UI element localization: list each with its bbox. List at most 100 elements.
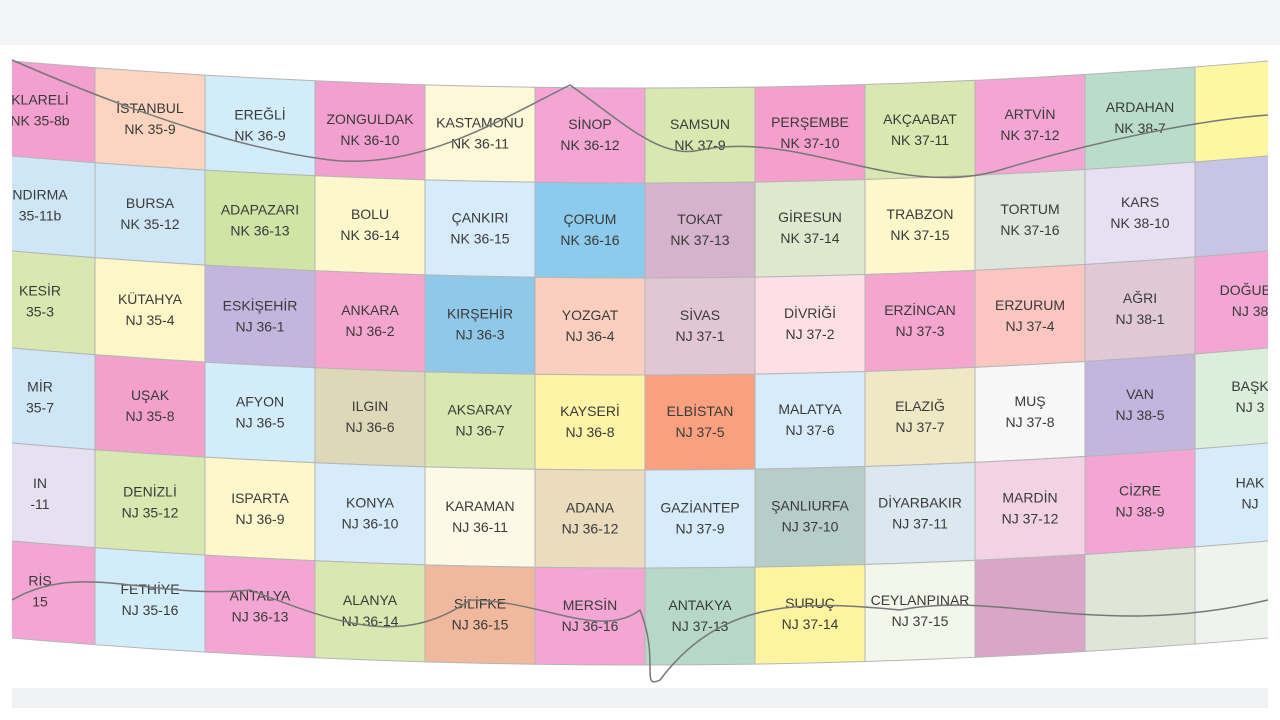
sheet-name: ERZURUM	[995, 297, 1065, 313]
map-sheet	[1084, 448, 1196, 555]
map-sheet	[12, 347, 96, 451]
sheet-name: MALATYA	[778, 401, 842, 417]
sheet-code: NJ 37-15	[892, 613, 949, 629]
sheet-name: ARDAHAN	[1106, 99, 1174, 115]
sheet-name: AĞRI	[1123, 290, 1157, 306]
sheet-code: NJ 36-15	[452, 616, 509, 632]
map-sheet	[974, 263, 1086, 368]
map-sheet	[644, 468, 756, 569]
map-sheet	[1194, 347, 1268, 450]
map-sheet	[644, 373, 756, 471]
sheet-name: BAŞK	[1231, 378, 1269, 394]
sheet-name: EREĞLİ	[234, 105, 285, 122]
sheet-name: ANTALYA	[230, 587, 291, 603]
sheet-code: NK 37-12	[1000, 127, 1059, 143]
sheet-name: BURSA	[126, 195, 175, 211]
map-sheet	[94, 547, 206, 653]
map-sheet	[1084, 161, 1196, 265]
map-sheet	[204, 554, 316, 659]
map-sheet	[754, 179, 866, 278]
map-sheet	[1084, 546, 1196, 652]
bottom-bar	[12, 688, 1268, 708]
map-sheet	[864, 269, 976, 373]
map-sheet	[864, 366, 976, 468]
map-sheet	[1194, 155, 1268, 258]
sheet-name: KARS	[1121, 194, 1159, 210]
map-sheet	[754, 371, 866, 470]
sheet-name: ANKARA	[341, 302, 399, 318]
map-sheet	[12, 540, 96, 646]
map-sheet	[534, 86, 646, 184]
sheet-name: AKÇAABAT	[883, 111, 957, 127]
map-sheet	[644, 276, 756, 376]
sheet-code: NJ 37-8	[1005, 414, 1054, 430]
sheet-name: ANTAKYA	[668, 597, 732, 613]
map-sheet	[424, 466, 536, 568]
sheet-code: 15	[32, 594, 48, 610]
sheet-name: KIRŞEHİR	[447, 304, 513, 321]
sheet-code: NJ 37-9	[675, 520, 724, 536]
sheet-name: TOKAT	[677, 211, 723, 227]
sheet-name: İSTANBUL	[116, 99, 184, 116]
sheet-name: KAYSERİ	[560, 402, 620, 419]
sheet-code: NJ 37-11	[892, 515, 948, 531]
sheet-code: NK 36-15	[450, 230, 509, 246]
map-sheet	[314, 270, 426, 373]
sheet-name: MERSİN	[563, 596, 617, 613]
map-sheet	[974, 168, 1086, 271]
sheet-code: NJ	[1241, 495, 1258, 511]
sheet-code: NJ 36-13	[232, 608, 289, 624]
sheet-code: NJ 37-2	[785, 326, 834, 342]
sheet-name: KÜTAHYA	[118, 290, 183, 307]
sheet-code: NJ 36-2	[345, 323, 394, 339]
sheet-code: NK 36-11	[451, 135, 509, 151]
sheet-code: 35-7	[26, 400, 54, 416]
sheet-code: NJ 36-12	[562, 521, 619, 537]
sheet-name: MİR	[27, 378, 53, 395]
sheet-code: NJ 38-5	[1115, 407, 1164, 423]
sheet-code: NJ 38	[1232, 303, 1269, 319]
map-sheet	[974, 73, 1086, 176]
map-sheet	[1194, 60, 1268, 163]
sheet-name: BOLU	[351, 206, 389, 222]
sheet-code: NJ 37-13	[672, 618, 729, 634]
sheet-name: HAK	[1236, 474, 1265, 490]
sheet-name: ELBİSTAN	[667, 402, 734, 419]
sheet-name: TORTUM	[1000, 201, 1059, 217]
sheet-code: -11	[30, 496, 49, 512]
sheet-name: NDIRMA	[12, 187, 68, 203]
sheet-code: NK 36-9	[234, 127, 286, 143]
sheet-code: NJ 37-10	[782, 519, 839, 535]
sheet-code: NK 37-13	[670, 232, 729, 248]
sheet-code: NK 37-10	[780, 135, 839, 151]
sheet-code: NJ 37-7	[895, 419, 944, 435]
map-sheet	[314, 560, 426, 663]
map-sheet	[1194, 540, 1268, 645]
map-sheet	[424, 371, 536, 470]
sheet-code: NK 35-12	[120, 216, 179, 232]
sheet-name: YOZGAT	[562, 307, 619, 323]
sheet-code: NK 36-16	[560, 232, 619, 248]
map-sheet	[94, 449, 206, 556]
sheet-code: NJ 37-12	[1002, 510, 1059, 526]
sheet-code: NJ 37-5	[675, 424, 724, 440]
map-sheet	[534, 468, 646, 569]
sheet-name: AFYON	[236, 393, 284, 409]
map-sheet	[12, 155, 96, 259]
map-sheet	[534, 276, 646, 376]
sheet-name: CİZRE	[1119, 482, 1161, 499]
map-sheet	[314, 462, 426, 566]
sheet-code: NK 37-9	[674, 137, 726, 153]
sheet-name: DİVRİĞİ	[784, 304, 836, 321]
sheet-code: NK 37-14	[780, 230, 839, 246]
sheet-code: NJ 35-4	[125, 312, 174, 328]
sheet-name: SİVAS	[680, 306, 720, 323]
map-sheet	[974, 455, 1086, 561]
map-sheet	[534, 373, 646, 471]
sheet-code: NJ 36-11	[452, 519, 508, 535]
sheet-grid: KLARELİ NK 35-8b İSTANBUL NK 35-9 EREĞLİ NK 3…	[12, 59, 1269, 683]
sheet-name: GAZİANTEP	[660, 498, 739, 515]
sheet-name: GİRESUN	[778, 208, 842, 225]
sheet-name: IN	[33, 475, 47, 491]
sheet-name: KESİR	[19, 282, 61, 299]
